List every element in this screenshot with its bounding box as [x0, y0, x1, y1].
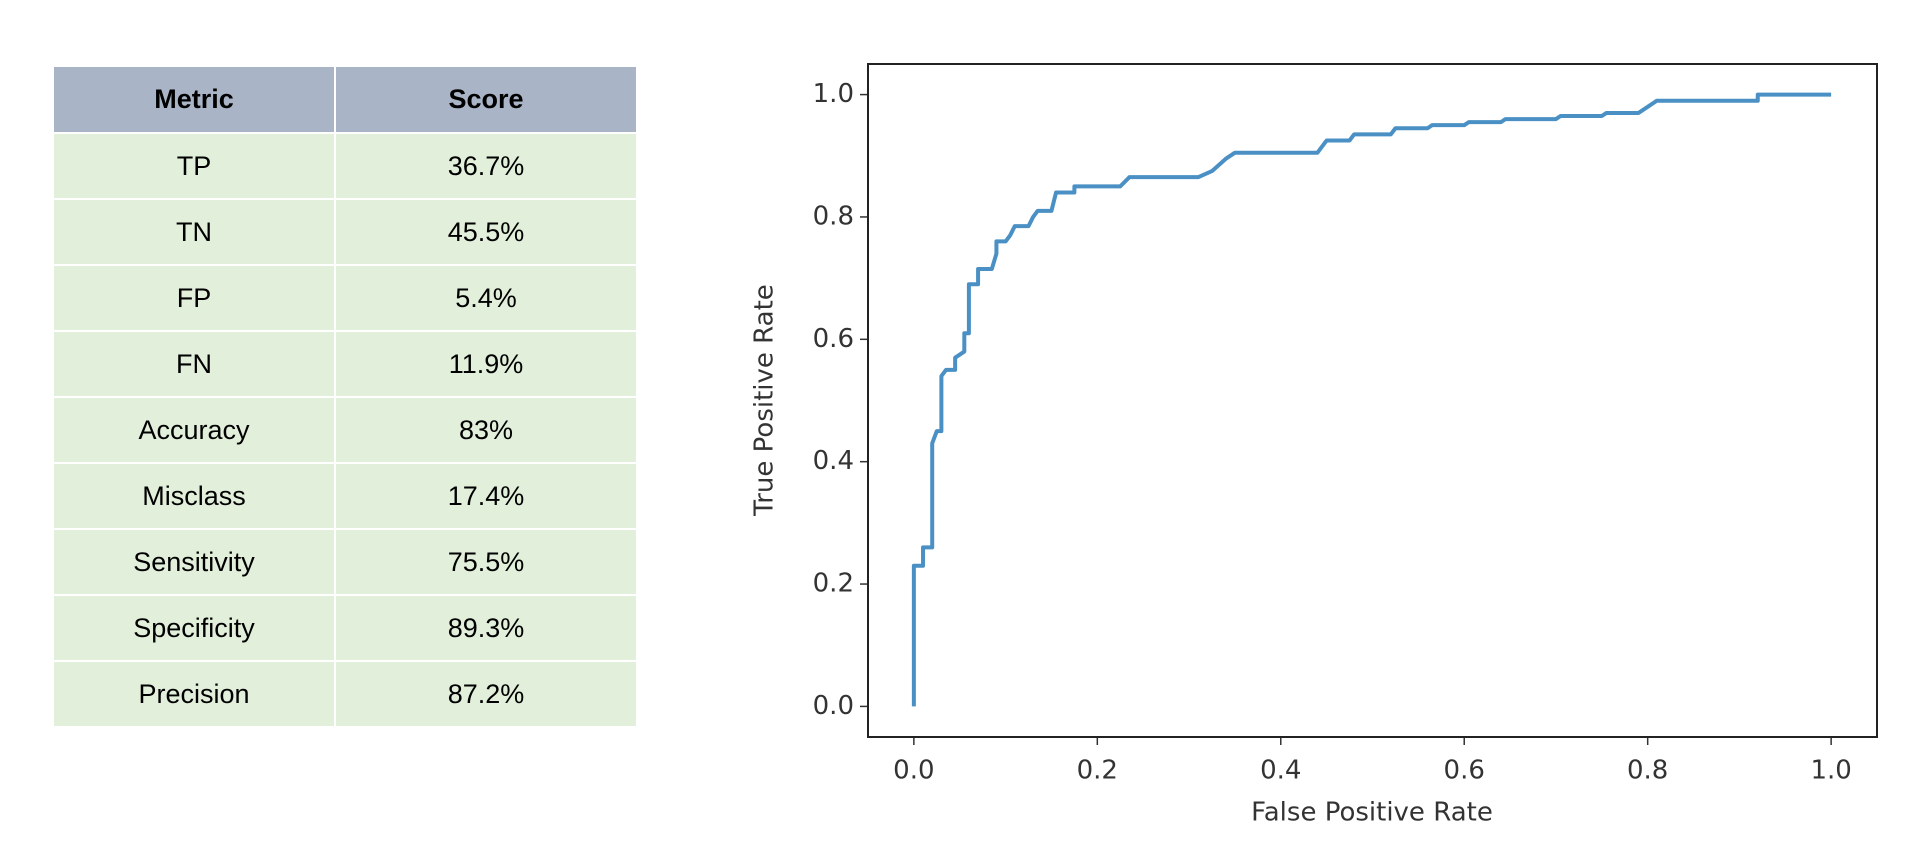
metric-cell: Precision	[52, 660, 336, 728]
metrics-table: Metric Score TP 36.7% TN 45.5% FP 5.4% FN 11.9%…	[52, 65, 638, 728]
header-cell: Metric	[52, 65, 336, 134]
metric-cell: TP	[52, 132, 336, 200]
score-cell: 17.4%	[334, 462, 638, 530]
table-row: FN 11.9%	[52, 330, 638, 398]
y-tick-label: 0.4	[813, 446, 854, 476]
header-row: Metric Score	[52, 65, 638, 134]
y-axis-label: True Positive Rate	[750, 284, 780, 517]
score-cell: 89.3%	[334, 594, 638, 662]
x-tick-label: 1.0	[1810, 756, 1851, 786]
x-tick-label: 0.4	[1260, 756, 1301, 786]
x-tick-label: 0.2	[1077, 756, 1118, 786]
metric-cell: Specificity	[52, 594, 336, 662]
x-tick-label: 0.8	[1627, 756, 1668, 786]
y-tick-label: 0.2	[813, 569, 854, 599]
x-axis-label: False Positive Rate	[1251, 798, 1493, 828]
metric-cell: Misclass	[52, 462, 336, 530]
roc-curve	[911, 92, 1832, 707]
score-cell: 5.4%	[334, 264, 638, 332]
table-row: TP 36.7%	[52, 132, 638, 200]
table-row: Misclass 17.4%	[52, 462, 638, 530]
y-tick-label: 1.0	[813, 79, 854, 109]
score-cell: 83%	[334, 396, 638, 464]
table-row: Sensitivity 75.5%	[52, 528, 638, 596]
y-tick-label: 0.0	[813, 691, 854, 721]
score-cell: 11.9%	[334, 330, 638, 398]
table-row: Specificity 89.3%	[52, 594, 638, 662]
metric-cell: FP	[52, 264, 336, 332]
x-tick-label: 0.6	[1444, 756, 1485, 786]
metric-cell: TN	[52, 198, 336, 266]
table-row: FP 5.4%	[52, 264, 638, 332]
y-tick-label: 0.6	[813, 324, 854, 354]
metric-cell: Sensitivity	[52, 528, 336, 596]
metric-cell: Accuracy	[52, 396, 336, 464]
y-tick-label: 0.8	[813, 201, 854, 231]
x-tick-label: 0.0	[893, 756, 934, 786]
score-cell: 87.2%	[334, 660, 638, 728]
table-row: Accuracy 83%	[52, 396, 638, 464]
plot-frame	[867, 63, 1878, 738]
header-cell: Score	[334, 65, 638, 134]
table-row: TN 45.5%	[52, 198, 638, 266]
score-cell: 75.5%	[334, 528, 638, 596]
score-cell: 36.7%	[334, 132, 638, 200]
table-row: Precision 87.2%	[52, 660, 638, 728]
score-cell: 45.5%	[334, 198, 638, 266]
metric-cell: FN	[52, 330, 336, 398]
